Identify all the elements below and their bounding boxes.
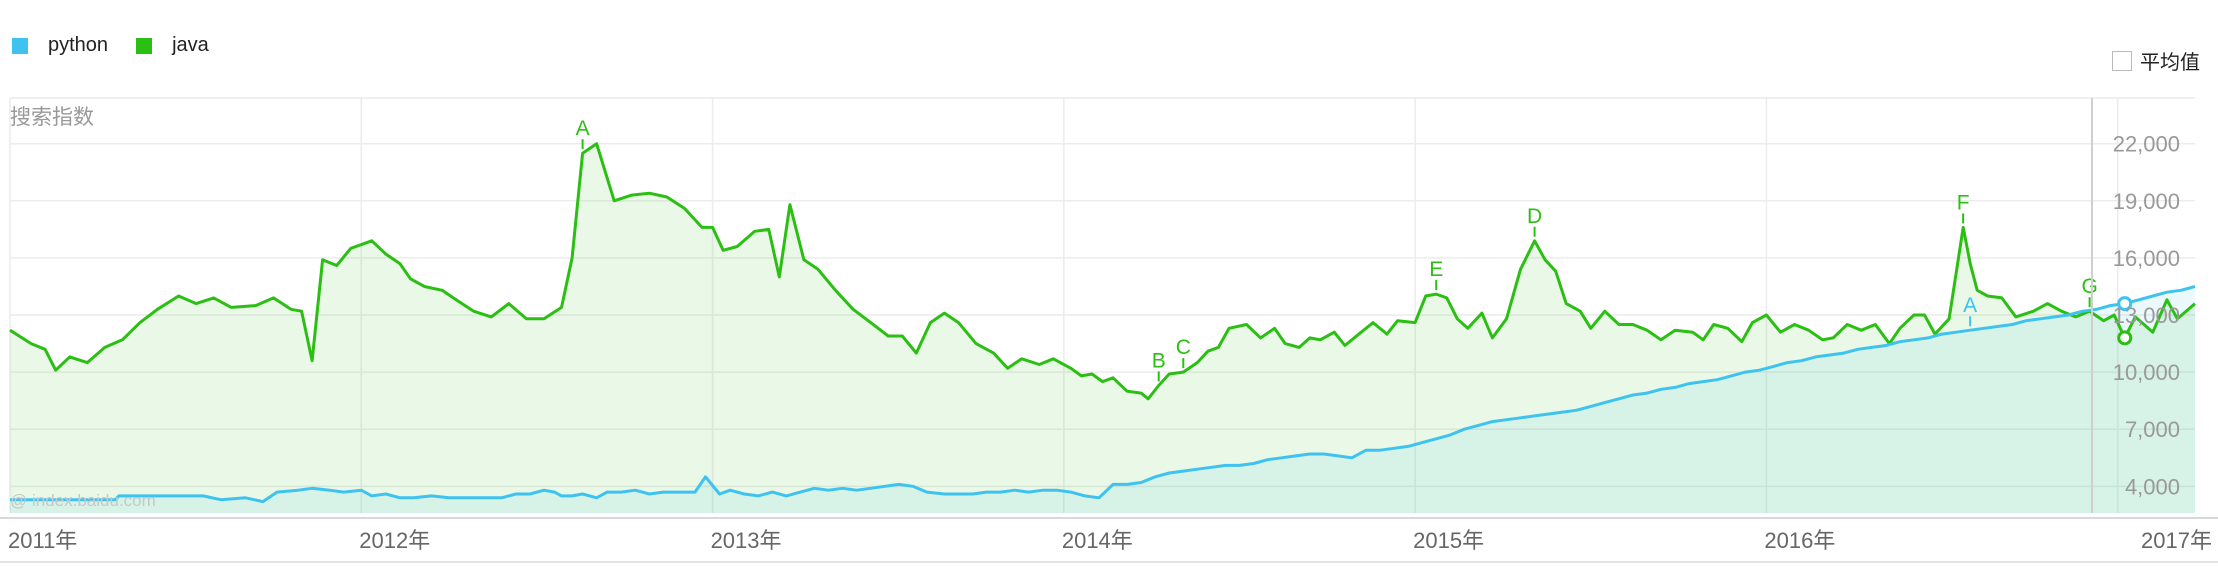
legend-item-java[interactable]: java: [136, 34, 209, 57]
y-axis-label: 搜索指数: [10, 106, 94, 129]
y-tick-label: 4,000: [2125, 474, 2180, 499]
area-layer: [10, 143, 2195, 513]
y-tick-label: 7,000: [2125, 417, 2180, 442]
y-tick-label: 19,000: [2113, 189, 2180, 214]
x-tick-label: 2017年: [2141, 528, 2212, 553]
event-marker-a[interactable]: A: [1963, 294, 1977, 317]
x-tick-label: 2016年: [1764, 528, 1835, 553]
average-label: 平均值: [2140, 52, 2200, 74]
y-tick-label: 16,000: [2113, 246, 2180, 271]
annotation-layer: A BC D E F G A: [576, 117, 2133, 382]
line-layer: [9, 142, 2196, 504]
average-toggle[interactable]: 平均值: [2112, 46, 2200, 75]
x-tick-label: 2012年: [359, 528, 430, 553]
legend-item-python[interactable]: python: [12, 34, 108, 57]
axis-layer: 22,000 19,000 16,000 13,000 10,000 7,000 4,000…: [0, 98, 2218, 563]
watermark-text: @ index.baidu.com: [10, 491, 156, 510]
chart-legend: python java: [12, 34, 237, 57]
series-line-java[interactable]: [9, 142, 2196, 401]
x-tick-label: 2015年: [1413, 528, 1484, 553]
y-tick-label: 13,000: [2113, 303, 2180, 328]
event-marker-g[interactable]: G: [2081, 275, 2097, 298]
y-tick-label: 10,000: [2113, 360, 2180, 385]
series-area-java: [10, 143, 2195, 513]
legend-swatch-java: [136, 37, 153, 54]
grid-layer: [9, 97, 2195, 513]
hover-point-java[interactable]: [2117, 330, 2133, 346]
event-marker-f[interactable]: F: [1957, 191, 1970, 214]
event-marker-c[interactable]: C: [1176, 336, 1191, 359]
y-tick-label: 22,000: [2113, 132, 2180, 157]
series-area-python: [10, 286, 2195, 513]
event-marker-d[interactable]: D: [1527, 205, 1542, 228]
x-tick-label: 2013年: [711, 528, 782, 553]
x-tick-label: 2014年: [1062, 528, 1133, 553]
legend-label-python: python: [48, 34, 109, 56]
x-tick-label: 2011年: [8, 528, 77, 553]
series-line-python[interactable]: [10, 285, 2196, 504]
event-marker-a[interactable]: A: [576, 117, 590, 140]
event-marker-e[interactable]: E: [1429, 258, 1443, 281]
hover-point-python[interactable]: [2117, 296, 2133, 312]
event-marker-b[interactable]: B: [1152, 349, 1166, 372]
average-checkbox[interactable]: [2112, 50, 2132, 71]
legend-swatch-python: [12, 37, 28, 54]
legend-label-java: java: [172, 34, 209, 56]
